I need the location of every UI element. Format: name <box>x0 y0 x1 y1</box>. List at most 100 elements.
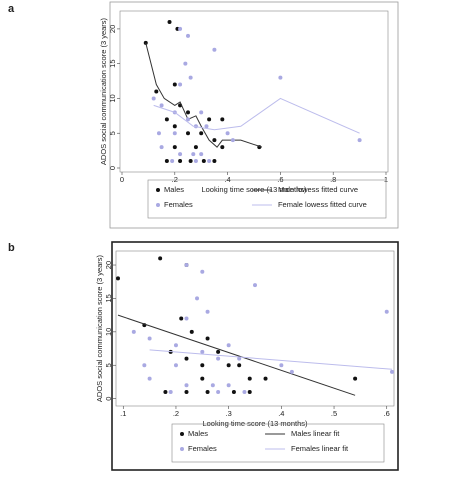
legend-label: Male lowess fitted curve <box>278 185 358 194</box>
data-point <box>186 110 190 115</box>
data-point <box>172 124 177 129</box>
data-point <box>220 117 225 122</box>
x-tick-label: .2 <box>173 409 179 418</box>
data-point <box>163 389 168 394</box>
data-point <box>186 33 190 38</box>
data-point <box>173 363 178 368</box>
data-point <box>231 389 236 394</box>
data-point <box>184 316 189 321</box>
x-tick-label: .6 <box>277 175 283 184</box>
y-tick-label: 0 <box>108 166 117 170</box>
data-point <box>216 349 221 354</box>
data-point <box>184 383 189 388</box>
data-point <box>263 376 268 381</box>
y-tick-label: 5 <box>104 363 113 367</box>
data-point <box>142 363 147 368</box>
y-axis-title: ADOS social communication score (3 years… <box>99 17 108 165</box>
fit-line <box>149 349 393 370</box>
data-point <box>242 389 247 394</box>
data-point <box>225 131 230 136</box>
data-point <box>147 336 152 341</box>
data-point <box>189 329 194 334</box>
x-axis-title: Looking time score (13 months) <box>202 419 308 428</box>
data-point <box>193 159 198 164</box>
y-tick-label: 5 <box>108 131 117 135</box>
data-point <box>170 159 175 164</box>
data-point <box>184 389 189 394</box>
data-point <box>186 131 190 136</box>
legend-marker <box>156 203 160 207</box>
data-point <box>191 152 196 157</box>
data-point <box>390 369 394 374</box>
legend-marker <box>180 447 184 451</box>
data-point <box>164 117 169 122</box>
x-tick-label: .3 <box>226 409 232 418</box>
panel-label: a <box>8 3 15 15</box>
data-point <box>178 26 183 31</box>
data-point <box>253 283 257 288</box>
fit-line <box>153 97 360 134</box>
data-point <box>164 159 169 164</box>
data-point <box>207 159 212 164</box>
data-point <box>205 389 210 394</box>
data-point <box>357 138 362 143</box>
data-point <box>212 159 217 164</box>
data-point <box>178 82 183 87</box>
x-tick-label: .2 <box>172 175 178 184</box>
x-tick-label: .1 <box>120 409 126 418</box>
data-point <box>226 343 231 348</box>
legend-label: Females <box>188 444 217 453</box>
data-point <box>173 343 178 348</box>
data-point <box>200 376 205 381</box>
legend-label: Female lowess fitted curve <box>278 200 367 209</box>
data-point <box>204 124 209 129</box>
data-point <box>186 117 190 122</box>
data-point <box>353 376 358 381</box>
data-point <box>200 363 205 368</box>
legend-label: Females linear fit <box>291 444 349 453</box>
data-point <box>200 349 205 354</box>
panel-label: b <box>8 242 15 254</box>
y-axis-title: ADOS social communication score (3 years… <box>95 254 104 402</box>
data-point <box>116 276 120 281</box>
data-point <box>226 383 231 388</box>
fit-line <box>145 42 263 148</box>
data-point <box>212 47 217 52</box>
data-point <box>193 145 198 150</box>
y-tick-label: 15 <box>108 60 117 68</box>
data-point <box>212 138 217 143</box>
data-point <box>216 356 221 361</box>
y-tick-label: 0 <box>104 397 113 401</box>
data-point <box>199 152 204 157</box>
legend-label: Females <box>164 200 193 209</box>
data-point <box>279 363 284 368</box>
x-tick-label: .4 <box>224 175 230 184</box>
data-point <box>247 376 252 381</box>
data-point <box>216 389 221 394</box>
data-point <box>220 145 225 150</box>
data-point <box>226 363 231 368</box>
x-axis-title: Looking time score (13 months) <box>201 185 307 194</box>
data-point <box>195 296 200 301</box>
panel-frame <box>109 1 399 229</box>
x-tick-label: .5 <box>331 409 337 418</box>
data-point <box>159 103 164 108</box>
data-point <box>278 75 283 80</box>
data-point <box>154 89 159 94</box>
y-tick-label: 20 <box>104 261 113 269</box>
data-point <box>159 145 164 150</box>
plot-area <box>115 250 395 407</box>
data-point <box>168 389 173 394</box>
data-point <box>179 316 184 321</box>
data-point <box>151 96 156 101</box>
data-point <box>172 82 177 87</box>
plot-area <box>119 10 389 173</box>
x-tick-label: .4 <box>278 409 284 418</box>
data-point <box>147 376 152 381</box>
legend-label: Males <box>188 429 208 438</box>
data-point <box>156 131 161 136</box>
data-point <box>178 159 183 164</box>
data-point <box>205 309 210 314</box>
y-tick-label: 15 <box>104 294 113 302</box>
fit-line <box>117 314 356 396</box>
